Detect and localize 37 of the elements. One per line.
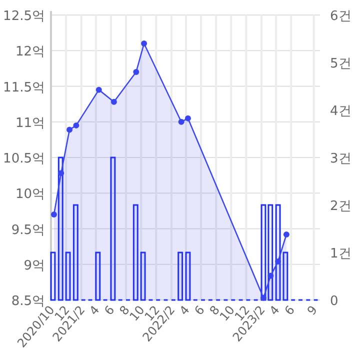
y-tick-label: 10.5억 [3,152,45,166]
point [110,98,117,105]
point [268,272,274,279]
point [283,231,290,238]
point [66,126,73,133]
y2-tick-label: 5건 [330,56,352,72]
y-tick-label: 12.5억 [3,9,45,24]
x-tick-label: 4 [86,302,102,318]
x-tick-label: 6 [282,302,298,318]
point [178,118,184,125]
x-tick-label: 4 [176,302,192,318]
point [50,212,57,218]
point [133,69,140,75]
point [275,258,282,265]
point [96,86,102,93]
y-tick-label: 8.5억 [11,294,45,309]
x-tick-label: 9 [304,302,320,318]
point [58,170,64,176]
y2-tick-label: 0 [330,294,338,309]
y-tick-label: 12억 [15,44,45,60]
y2-tick-label: 2건 [330,199,352,214]
point [184,115,191,122]
y2-tick-label: 6건 [330,9,352,24]
y2-tick-label: 1건 [330,246,352,262]
point [73,122,80,128]
y2-tick-label: 3건 [330,152,352,166]
y2-tick-label: 4건 [330,104,352,119]
y-tick-label: 11.5억 [3,80,45,96]
x-tick-label: 6 [192,302,208,318]
point [141,40,148,46]
x-tick-label: 6 [102,302,118,318]
x-tick-label: 4 [266,302,282,318]
y-tick-label: 9억 [24,258,45,274]
y-tick-label: 11억 [15,116,45,131]
y-tick-label: 9.5억 [11,222,45,238]
y-tick-label: 10억 [15,187,45,202]
point [260,294,266,301]
